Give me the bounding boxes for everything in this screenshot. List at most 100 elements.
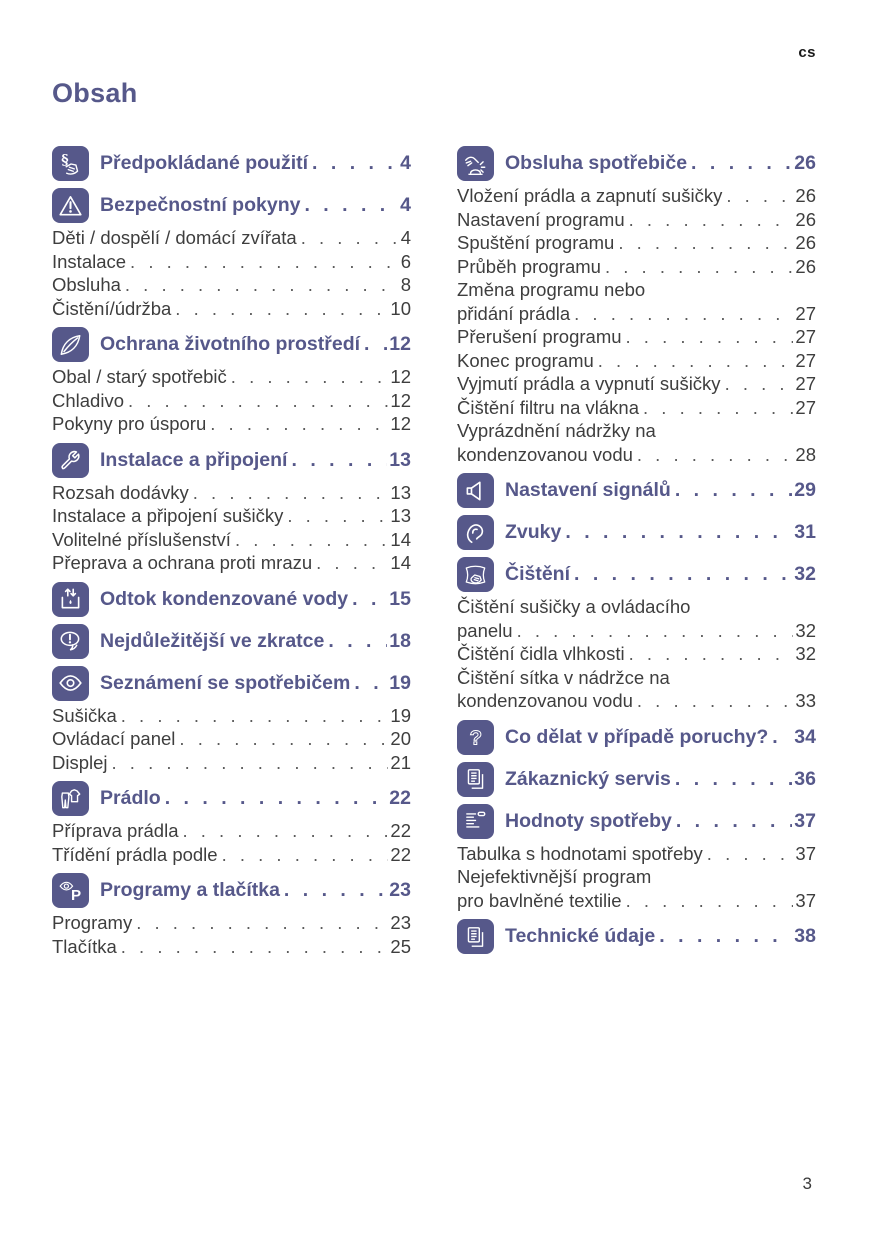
toc-section: Technické údaje 38 <box>457 919 816 954</box>
section-title: Odtok kondenzované vody <box>100 587 349 610</box>
entry-label: Chladivo <box>52 389 124 411</box>
dot-leader <box>605 255 793 279</box>
section-page-number: 34 <box>794 725 816 748</box>
toc-entry: Obsluha 8 <box>52 273 411 297</box>
toc-entry-line: Nejefektivnější program <box>457 865 816 889</box>
entry-label: Konec programu <box>457 349 594 371</box>
eye-icon <box>52 665 89 701</box>
entry-label: Tabulka s hodnotami spotřeby <box>457 842 703 864</box>
section-title-row: Bezpečnostní pokyny 4 <box>100 194 411 217</box>
entry-page-number: 8 <box>400 274 411 295</box>
toc-section-heading: Odtok kondenzované vody 15 <box>52 581 411 617</box>
dot-leader <box>312 152 398 175</box>
entry-label: Čištění sítka v nádržce na <box>457 666 670 688</box>
entry-page-number: 26 <box>795 185 816 206</box>
section-page-number: 4 <box>400 194 411 216</box>
section-title-row: Odtok kondenzované vody 15 <box>100 588 411 611</box>
warning-triangle-icon <box>52 188 89 223</box>
toc-entry-line: Čištění sušičky a ovládacího <box>457 595 816 619</box>
section-page-number: 19 <box>389 671 411 694</box>
dot-leader <box>165 787 388 810</box>
entry-label: kondenzovanou vodu <box>457 443 633 465</box>
section-page-number: 38 <box>794 925 816 947</box>
entry-label: Vložení prádla a zapnutí sušičky <box>457 185 723 206</box>
section-page-number: 26 <box>794 152 816 174</box>
toc-entry: Průběh programu 26 <box>457 255 816 279</box>
dot-leader <box>726 184 793 208</box>
entry-label: Příprava prádla <box>52 820 179 841</box>
entry-page-number: 14 <box>390 528 411 550</box>
entry-label: přidání prádla <box>457 302 571 324</box>
dot-leader <box>328 630 387 653</box>
condensate-drain-icon <box>52 581 89 617</box>
entry-label: Spuštění programu <box>457 232 615 253</box>
toc-section-heading: Technické údaje 38 <box>457 919 816 954</box>
dot-leader <box>598 349 794 373</box>
dot-leader <box>354 672 387 695</box>
entry-page-number: 27 <box>795 302 816 324</box>
toc-section: Zákaznický servis 36 <box>457 761 816 797</box>
dot-leader <box>574 563 792 586</box>
question-mark-icon: ? <box>457 719 494 755</box>
toc-entry-line: Čištění sítka v nádržce na <box>457 666 816 690</box>
toc-entry-line: Přerušení programu 27 <box>457 325 816 349</box>
dot-leader <box>284 879 387 902</box>
toc-entry: Ovládací panel 20 <box>52 727 411 751</box>
toc-entry-line: Obal / starý spotřebič 12 <box>52 365 411 389</box>
dot-leader <box>291 449 387 472</box>
section-title-row: Hodnoty spotřeby 37 <box>505 810 816 833</box>
entry-page-number: 25 <box>390 935 411 957</box>
toc-entry: Volitelné příslušenství 14 <box>52 528 411 552</box>
entry-page-number: 23 <box>390 912 411 933</box>
dot-leader <box>629 208 794 232</box>
entry-label: Vyprázdnění nádržky na <box>457 420 656 441</box>
toc-entry-line: Třídění prádla podle 22 <box>52 843 411 867</box>
entry-label: Nejefektivnější program <box>457 866 652 887</box>
dot-leader <box>125 273 399 297</box>
toc-column-1: §Předpokládané použití4Bezpečnostní poky… <box>52 139 411 965</box>
dot-leader <box>618 231 793 255</box>
section-title-row: Co dělat v případě poruchy? 34 <box>505 726 816 749</box>
toc-entry-line: Příprava prádla 22 <box>52 819 411 843</box>
toc: §Předpokládané použití4Bezpečnostní poky… <box>52 139 816 965</box>
dot-leader <box>675 479 792 502</box>
entry-page-number: 27 <box>795 326 816 347</box>
section-title: Prádlo <box>100 787 161 809</box>
toc-entry: Nastavení programu 26 <box>457 208 816 232</box>
entry-label: Třídění prádla podle <box>52 843 218 865</box>
entry-label: Pokyny pro úsporu <box>52 413 207 434</box>
hand-press-icon <box>457 146 494 181</box>
toc-entry: Nejefektivnější program pro bavlněné text… <box>457 865 816 912</box>
toc-entry: Příprava prádla 22 <box>52 819 411 843</box>
entry-page-number: 26 <box>795 208 816 230</box>
section-title-row: Zvuky 31 <box>505 521 816 544</box>
dot-leader <box>301 226 399 250</box>
toc-entry-line: Vyjmutí prádla a vypnutí sušičky 27 <box>457 372 816 396</box>
toc-section-heading: Čištění 32 <box>457 557 816 592</box>
toc-entry-line: Chladivo 12 <box>52 389 411 413</box>
page-title: Obsah <box>52 78 138 108</box>
toc-entry: Pokyny pro úsporu 12 <box>52 412 411 436</box>
toc-entry-line: Pokyny pro úsporu 12 <box>52 412 411 436</box>
toc-entry: Tlačítka 25 <box>52 935 411 959</box>
toc-entry-line: Přeprava a ochrana proti mrazu 14 <box>52 551 411 575</box>
entry-label: panelu <box>457 619 513 641</box>
cleaning-cloth-icon <box>457 557 494 592</box>
toc-section: Čištění32 Čištění sušičky a ovládacíhopan… <box>457 557 816 713</box>
dot-leader <box>179 727 388 751</box>
entry-page-number: 13 <box>390 481 411 503</box>
toc-section: Hodnoty spotřeby37 Tabulka s hodnotami sp… <box>457 803 816 913</box>
section-page-number: 22 <box>389 787 411 809</box>
entry-label: Čištění čidla vlhkosti <box>457 643 625 664</box>
section-title: Čištění <box>505 563 571 585</box>
dot-leader <box>136 911 388 935</box>
toc-section: Prádlo 22 Příprava prádla22Třídění prádla … <box>52 781 411 866</box>
section-title-row: Seznámení se spotřebičem 19 <box>100 672 411 695</box>
programs-icon: P <box>52 873 89 908</box>
toc-entry-line: pro bavlněné textilie 37 <box>457 889 816 913</box>
dot-leader <box>287 504 388 528</box>
entry-page-number: 4 <box>400 227 411 248</box>
dot-leader <box>517 619 794 643</box>
section-page-number: 36 <box>794 767 816 790</box>
toc-section: Nastavení signálů 29 <box>457 473 816 508</box>
